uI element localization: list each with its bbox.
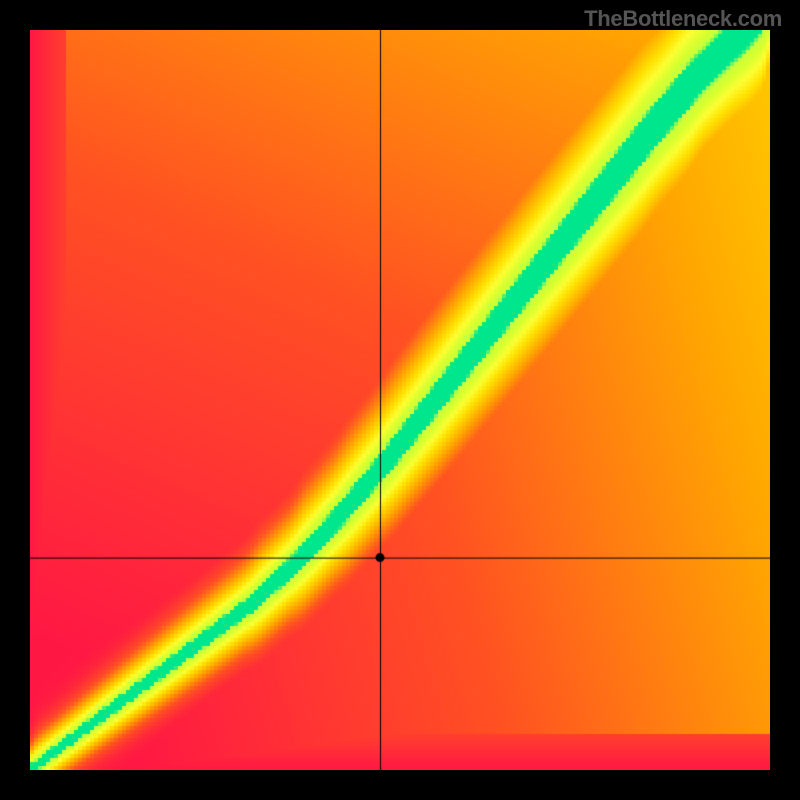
chart-container: TheBottleneck.com — [0, 0, 800, 800]
heatmap-canvas — [30, 30, 770, 770]
watermark-label: TheBottleneck.com — [584, 6, 782, 32]
heatmap-plot — [30, 30, 770, 770]
